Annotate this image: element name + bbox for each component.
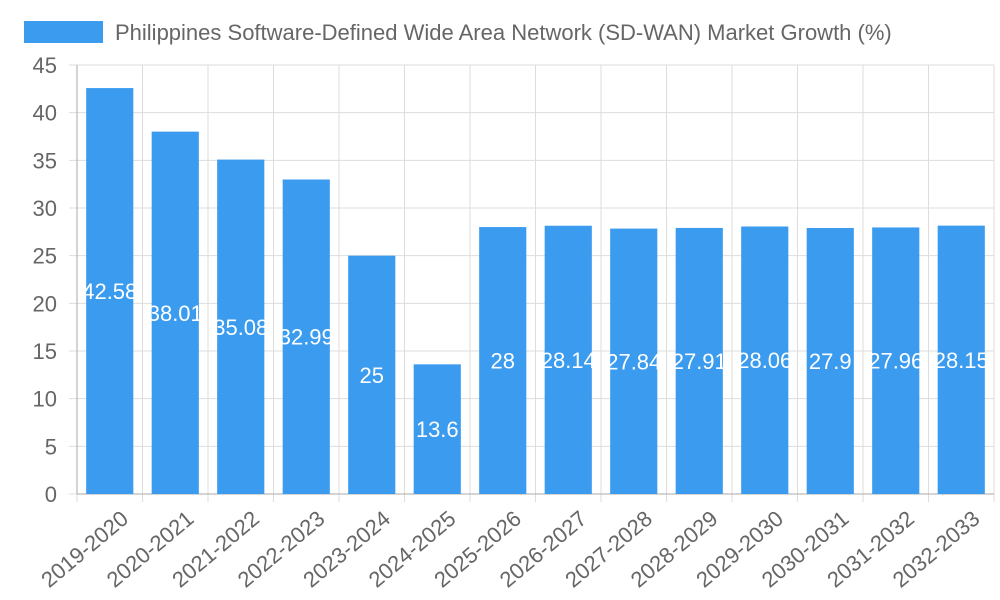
bar (151, 131, 199, 494)
legend-label: Philippines Software-Defined Wide Area N… (115, 20, 892, 45)
y-tick-label: 30 (33, 196, 57, 221)
bar (282, 179, 330, 494)
y-tick-label: 35 (33, 148, 57, 173)
y-tick-label: 25 (33, 244, 57, 269)
bar-value-label: 38.01 (148, 301, 203, 326)
y-tick-label: 5 (45, 434, 57, 459)
bar (217, 159, 265, 494)
legend-swatch (24, 21, 103, 43)
bar-value-label: 28.14 (541, 348, 596, 373)
bar-value-label: 32.99 (279, 325, 334, 350)
x-axis: 2019-20202020-20212021-20222022-20232023… (36, 493, 994, 592)
bar (544, 225, 592, 494)
bar (86, 88, 134, 494)
y-tick-label: 10 (33, 387, 57, 412)
bar-value-label: 27.9 (809, 349, 852, 374)
y-tick-label: 45 (33, 53, 57, 78)
bar (479, 227, 527, 495)
bar-value-label: 27.96 (868, 349, 923, 374)
bar (348, 255, 396, 494)
y-tick-label: 40 (33, 101, 57, 126)
bar-value-label: 42.58 (82, 279, 137, 304)
bar-value-label: 25 (360, 363, 384, 388)
bar (872, 227, 920, 494)
grid (69, 64, 995, 502)
y-tick-label: 20 (33, 291, 57, 316)
bar (675, 227, 723, 494)
bar-value-label: 28.06 (737, 348, 792, 373)
bar (806, 228, 854, 494)
bar (741, 226, 789, 494)
bar-value-label: 28.15 (934, 348, 989, 373)
y-tick-label: 0 (45, 482, 57, 507)
bar (413, 364, 461, 494)
legend: Philippines Software-Defined Wide Area N… (24, 20, 892, 45)
bar (610, 228, 658, 495)
bar-value-label: 13.6 (416, 417, 459, 442)
bar-value-label: 27.91 (672, 349, 727, 374)
bar-value-label: 27.84 (606, 349, 661, 374)
value-labels: 42.58 38.01 35.08 32.99 25 13.6 28 28.14 27.84 27… (82, 279, 989, 442)
bar-value-label: 35.08 (213, 315, 268, 340)
bars (86, 88, 985, 495)
y-axis: 0 5 10 15 20 25 30 35 40 45 (33, 53, 78, 507)
y-tick-label: 15 (33, 339, 57, 364)
bar (937, 225, 985, 495)
bar-value-label: 28 (491, 349, 515, 374)
